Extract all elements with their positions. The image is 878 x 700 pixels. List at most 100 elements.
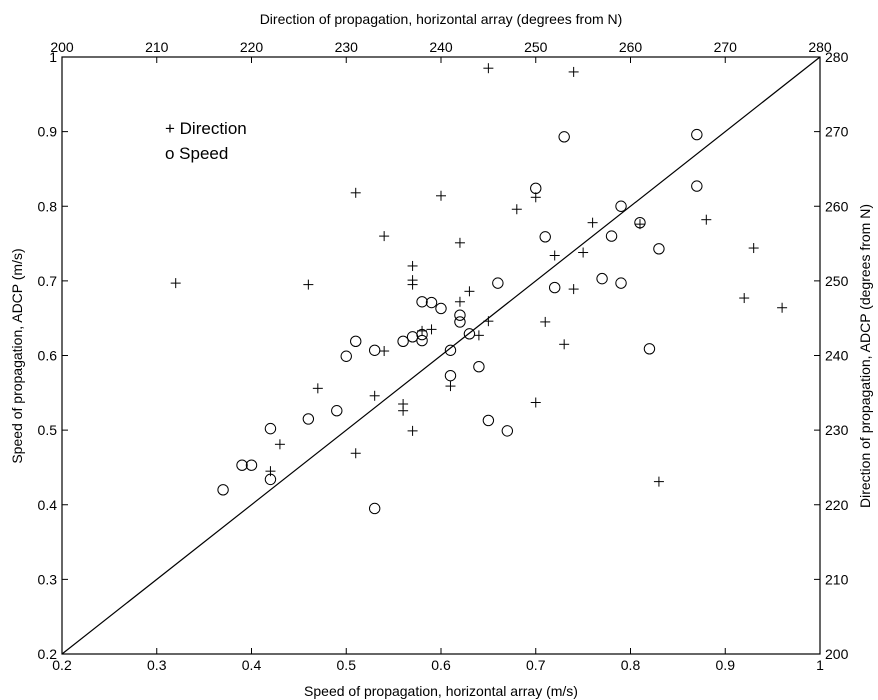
y-left-tick-label: 0.5 — [38, 422, 58, 438]
speed-point — [331, 405, 343, 417]
speed-point — [539, 231, 551, 243]
speed-point — [558, 131, 570, 143]
direction-point — [540, 316, 551, 327]
direction-point — [398, 405, 409, 416]
speed-point — [368, 502, 381, 515]
direction-point — [350, 448, 361, 459]
direction-point — [483, 63, 494, 74]
direction-point — [777, 302, 788, 313]
direction-point — [436, 190, 446, 201]
y-left-tick-label: 1 — [49, 49, 57, 65]
y-axis-label-right: Direction of propagation, ADCP (degrees … — [857, 204, 873, 508]
speed-point — [368, 344, 381, 356]
direction-point — [379, 346, 390, 357]
speed-point — [643, 343, 656, 355]
speed-point — [454, 309, 466, 321]
speed-point — [416, 296, 428, 308]
speed-point — [406, 331, 419, 343]
direction-point — [303, 279, 314, 290]
reference-line — [61, 56, 821, 655]
x-top-tick-label: 220 — [240, 39, 264, 55]
y-left-tick-label: 0.6 — [38, 348, 58, 364]
legend-speed: o Speed — [165, 144, 228, 163]
direction-point — [653, 476, 664, 487]
x-top-tick-label: 240 — [429, 39, 453, 55]
y-right-tick-label: 250 — [825, 273, 849, 289]
direction-point — [407, 425, 418, 436]
speed-point — [482, 414, 495, 427]
speed-point — [691, 180, 703, 192]
speed-point — [691, 128, 703, 141]
speed-point — [264, 422, 277, 435]
direction-point — [454, 237, 465, 248]
direction-series — [170, 63, 788, 487]
direction-point — [549, 250, 560, 261]
speed-point — [425, 296, 438, 309]
direction-point — [407, 279, 418, 290]
speed-point — [397, 335, 409, 348]
speed-point — [302, 413, 315, 425]
direction-point — [454, 296, 465, 307]
direction-point — [587, 217, 598, 228]
speed-point — [492, 277, 504, 289]
y-left-tick-label: 0.2 — [38, 646, 58, 662]
x-top-tick-label: 270 — [714, 39, 738, 55]
x-bottom-tick-label: 0.9 — [716, 657, 736, 673]
direction-point — [511, 204, 522, 215]
x-top-tick-label: 250 — [524, 39, 548, 55]
y-left-tick-label: 0.3 — [38, 571, 58, 587]
x-top-tick-label: 210 — [145, 39, 169, 55]
y-right-tick-label: 270 — [825, 124, 849, 140]
x-top-tick-label: 260 — [619, 39, 643, 55]
speed-point — [605, 230, 618, 242]
y-right-tick-label: 210 — [825, 571, 849, 587]
direction-point — [379, 231, 390, 242]
speed-point — [236, 459, 248, 471]
direction-point — [748, 243, 759, 254]
direction-point — [445, 381, 456, 392]
speed-point — [416, 328, 428, 341]
x-axis-label-bottom: Speed of propagation, horizontal array (… — [304, 683, 578, 699]
y-left-tick-label: 0.8 — [38, 198, 58, 214]
direction-point — [473, 330, 484, 341]
direction-point — [170, 278, 181, 289]
y-axis-label-left: Speed of propagation, ADCP (m/s) — [9, 248, 25, 463]
x-bottom-tick-label: 0.2 — [52, 657, 72, 673]
speed-point — [530, 182, 542, 195]
speed-point — [245, 459, 258, 471]
x-bottom-tick-label: 0.5 — [337, 657, 357, 673]
direction-point — [407, 260, 418, 271]
direction-point — [701, 214, 712, 225]
legend-direction: + Direction — [165, 119, 247, 138]
speed-point — [454, 316, 466, 328]
x-bottom-tick-label: 1 — [816, 657, 824, 673]
direction-point — [312, 383, 323, 394]
y-right-tick-label: 280 — [825, 49, 849, 65]
speed-point — [615, 200, 627, 212]
speed-point — [444, 369, 457, 382]
speed-point — [615, 277, 627, 289]
speed-point — [549, 281, 561, 294]
direction-point — [350, 187, 361, 198]
direction-point — [559, 339, 570, 350]
x-top-tick-label: 200 — [50, 39, 74, 55]
speed-point — [416, 334, 428, 347]
speed-point — [350, 335, 362, 348]
speed-point — [340, 350, 352, 362]
speed-point — [264, 473, 277, 486]
direction-point — [369, 390, 380, 401]
direction-point — [530, 397, 541, 408]
y-left-tick-label: 0.4 — [38, 497, 58, 513]
tick-marks — [61, 56, 821, 655]
y-right-tick-label: 220 — [825, 497, 849, 513]
speed-series — [217, 128, 703, 515]
speed-point — [596, 272, 608, 285]
y-right-tick-label: 260 — [825, 198, 849, 214]
x-bottom-tick-label: 0.6 — [431, 657, 451, 673]
y-right-tick-label: 230 — [825, 422, 849, 438]
x-top-tick-label: 230 — [335, 39, 359, 55]
direction-point — [274, 439, 285, 450]
y-right-tick-label: 240 — [825, 348, 849, 364]
y-right-tick-label: 200 — [825, 646, 849, 662]
x-bottom-tick-label: 0.8 — [621, 657, 641, 673]
